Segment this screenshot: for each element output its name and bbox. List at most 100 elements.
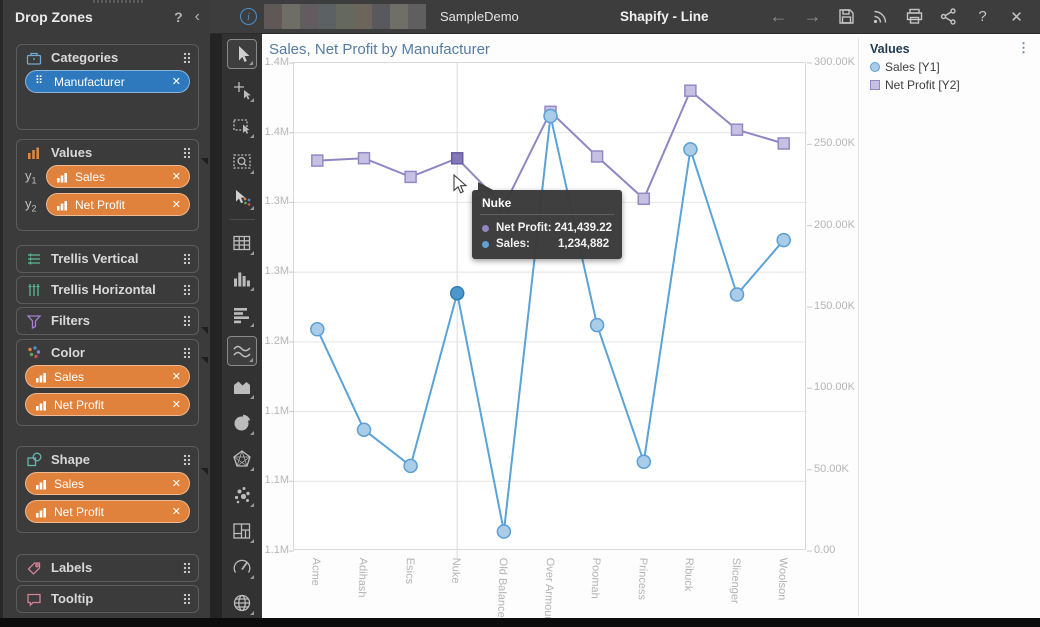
drop-zone-label: Shape <box>51 452 91 467</box>
treemap-tool-button[interactable] <box>227 516 257 546</box>
plot-area[interactable] <box>289 62 812 559</box>
funnel-icon <box>25 312 43 330</box>
remove-icon[interactable]: ✕ <box>171 371 181 383</box>
rectangle-select-tool-button[interactable] <box>227 111 257 141</box>
help-icon[interactable]: ? <box>174 9 183 25</box>
metric-pill-sales[interactable]: Sales ✕ <box>46 165 190 188</box>
add-point-tool-button[interactable] <box>227 75 257 105</box>
scatter-chart-tool-button[interactable] <box>227 480 257 510</box>
metric-pill-manufacturer[interactable]: ⠿ Manufacturer ✕ <box>25 70 190 93</box>
legend-title: Values <box>870 42 910 56</box>
x-axis-label: Old Balance <box>494 557 509 618</box>
metric-pill-sales[interactable]: Sales ✕ <box>25 472 190 495</box>
drop-zone-labels[interactable]: Labels <box>16 554 199 582</box>
section-menu-icon[interactable] <box>183 253 190 264</box>
remove-icon[interactable]: ✕ <box>171 171 181 183</box>
section-menu-icon[interactable] <box>183 562 190 573</box>
metric-pill-net-profit[interactable]: Net Profit ✕ <box>25 393 190 416</box>
forward-button[interactable]: → <box>803 6 822 26</box>
tooltip-row: Sales: 1,234,882 <box>472 236 622 252</box>
series-dot-icon <box>482 240 489 248</box>
close-button[interactable]: ✕ <box>1010 8 1023 26</box>
dashboard-name: SampleDemo <box>440 9 519 24</box>
drop-zone-shape[interactable]: Shape Sales ✕ Net Profit ✕ <box>16 446 199 533</box>
trellis-vertical-icon <box>25 250 43 268</box>
map-tool-button[interactable] <box>227 588 257 618</box>
drop-zone-categories[interactable]: Categories ⠿ Manufacturer ✕ <box>16 44 199 130</box>
x-axis-label: Poomah <box>588 557 602 599</box>
pie-chart-tool-button[interactable] <box>227 408 257 438</box>
legend-item[interactable]: Sales [Y1] <box>870 60 1034 74</box>
drop-zone-label: Values <box>51 145 93 160</box>
line-chart-tool-button[interactable] <box>227 336 257 366</box>
info-icon[interactable]: i <box>240 8 257 25</box>
section-resize-grip[interactable] <box>201 327 208 334</box>
pointer-tool-button[interactable] <box>227 39 257 69</box>
panel-drag-handle[interactable] <box>93 0 145 3</box>
metric-pill-net-profit[interactable]: Net Profit ✕ <box>46 193 190 216</box>
bars-icon <box>35 399 48 411</box>
bar-chart-tool-button[interactable] <box>227 264 257 294</box>
title-bar: i SampleDemo Shapify - Line ← →? ✕ <box>210 0 1040 34</box>
section-resize-grip[interactable] <box>201 468 208 475</box>
subscribe-button[interactable] <box>871 7 890 26</box>
drop-zone-trellis-horizontal[interactable]: Trellis Horizontal <box>16 276 199 304</box>
y1-tick-label: 1.4M <box>264 126 289 138</box>
remove-icon[interactable]: ✕ <box>171 399 181 411</box>
back-button[interactable]: ← <box>769 6 788 26</box>
section-menu-icon[interactable] <box>183 315 190 326</box>
section-menu-icon[interactable] <box>183 147 190 158</box>
data-grid-tool-button[interactable] <box>227 228 257 258</box>
drop-zone-color[interactable]: Color Sales ✕ Net Profit ✕ <box>16 339 199 426</box>
metric-pill-net-profit[interactable]: Net Profit ✕ <box>25 500 190 523</box>
zoom-select-tool-button[interactable] <box>227 147 257 177</box>
legend-item[interactable]: Net Profit [Y2] <box>870 78 1034 92</box>
drop-zone-trellis-vertical[interactable]: Trellis Vertical <box>16 245 199 273</box>
multi-select-tool-button[interactable] <box>227 183 257 213</box>
share-button[interactable] <box>939 7 958 26</box>
bars-icon <box>56 171 69 183</box>
help-button[interactable]: ? <box>978 8 987 25</box>
legend-separator <box>858 38 859 616</box>
section-menu-icon[interactable] <box>183 52 190 63</box>
x-axis-label: Ribuck <box>681 557 695 592</box>
gauge-tool-button[interactable] <box>227 552 257 582</box>
area-chart-tool-button[interactable] <box>227 372 257 402</box>
legend-circle-marker <box>870 62 880 72</box>
tool-dropdown-icon <box>250 98 254 102</box>
tool-dropdown-icon <box>250 611 254 615</box>
remove-icon[interactable]: ✕ <box>171 199 181 211</box>
print-button[interactable] <box>905 7 924 26</box>
section-resize-grip[interactable] <box>201 357 208 364</box>
y2-tick-label: 150.00K <box>814 300 855 312</box>
tool-dropdown-icon <box>250 206 254 210</box>
save-button[interactable] <box>837 7 856 26</box>
drop-zone-filters[interactable]: Filters <box>16 307 199 335</box>
drop-zone-tooltip[interactable]: Tooltip <box>16 585 199 613</box>
radar-chart-tool-button[interactable] <box>227 444 257 474</box>
drop-zone-values[interactable]: Values y1 Sales ✕ y2 Net Profit ✕ <box>16 139 199 231</box>
section-menu-icon[interactable] <box>183 454 190 465</box>
section-resize-grip[interactable] <box>201 158 208 165</box>
horizontal-bar-chart-tool-button[interactable] <box>227 300 257 330</box>
metric-pill-sales[interactable]: Sales ✕ <box>25 365 190 388</box>
data-tooltip: Nuke Net Profit: 241,439.22 Sales: 1,234,88… <box>472 182 622 259</box>
y2-tick-label: 50.00K <box>814 463 849 475</box>
section-menu-icon[interactable] <box>183 284 190 295</box>
tooltip-tail <box>478 182 495 191</box>
x-axis-label: Acme <box>309 557 322 587</box>
legend-menu-icon[interactable]: ⋮ <box>1017 40 1030 55</box>
section-menu-icon[interactable] <box>183 593 190 604</box>
briefcase-icon <box>25 49 43 67</box>
section-menu-icon[interactable] <box>183 347 190 358</box>
remove-icon[interactable]: ✕ <box>171 76 181 88</box>
tool-dropdown-icon <box>250 287 254 291</box>
palette-icon <box>25 344 43 362</box>
remove-icon[interactable]: ✕ <box>171 478 181 490</box>
tool-dropdown-icon <box>250 251 254 255</box>
panel-gap <box>210 34 222 618</box>
collapse-panel-icon[interactable]: ‹ <box>194 8 200 25</box>
tool-dropdown-icon <box>249 61 253 65</box>
remove-icon[interactable]: ✕ <box>171 506 181 518</box>
